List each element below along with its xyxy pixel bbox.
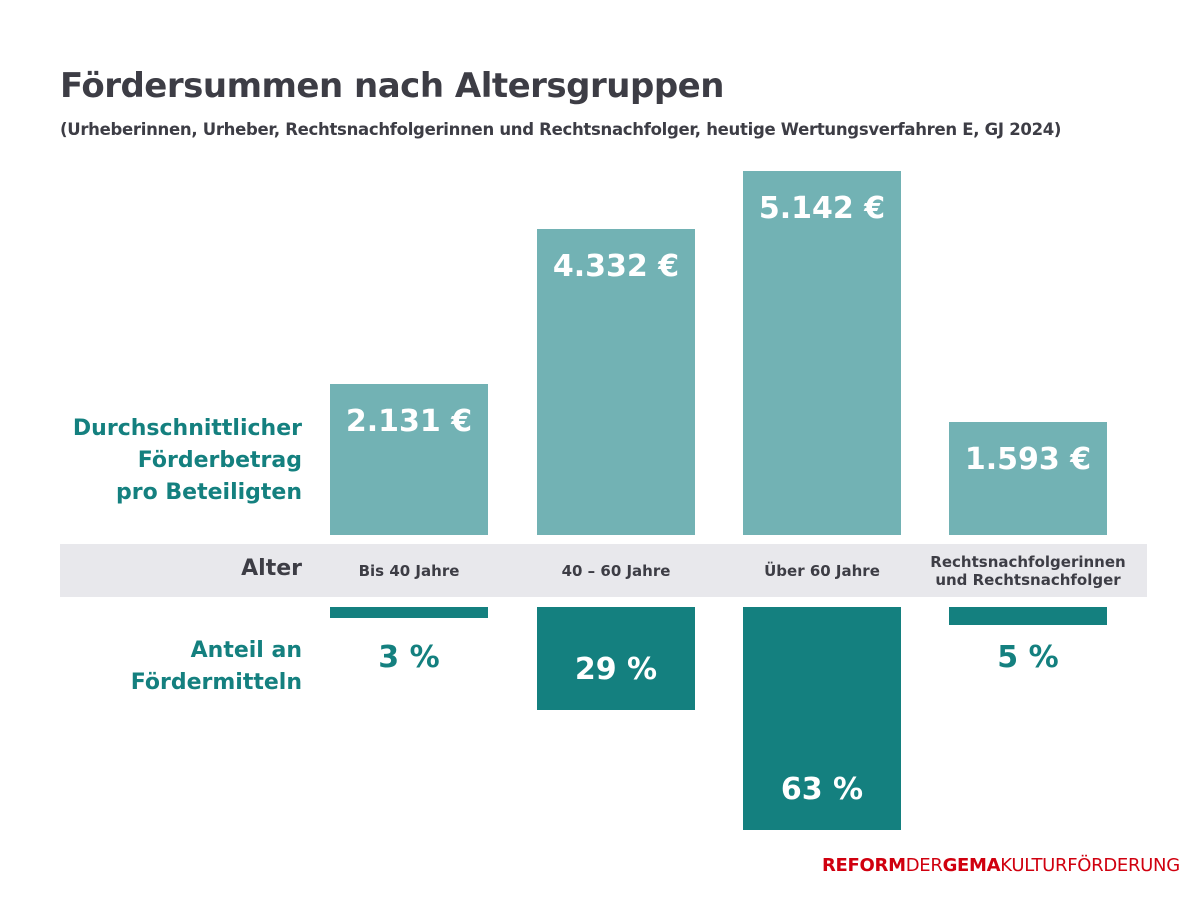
value-label-lower: 5 %: [997, 640, 1059, 675]
value-label-lower: 29 %: [574, 651, 658, 687]
category-label: Bis 40 Jahre: [309, 544, 509, 597]
bar-lower: [330, 607, 488, 618]
category-label-text: 40 – 60 Jahre: [562, 562, 671, 580]
category-label-text: Über 60 Jahre: [764, 562, 880, 580]
logo-part: DER: [905, 855, 943, 876]
logo: REFORMDERGEMAKULTURFÖRDERUNG: [822, 855, 1180, 876]
upper-row-label-line: Durchschnittlicher: [72, 416, 302, 441]
value-label-lower: 3 %: [378, 640, 440, 675]
category-label-text: Rechtsnachfolgerinnen und Rechtsnachfolge…: [930, 553, 1125, 589]
chart-subtitle: (Urheberinnen, Urheber, Rechtsnachfolger…: [60, 120, 1062, 139]
axis-label: Alter: [241, 556, 302, 581]
value-label-upper: 2.131 €: [345, 404, 473, 440]
bar-upper: [330, 384, 488, 535]
bar-upper: [743, 171, 901, 535]
bar-upper: [949, 422, 1107, 535]
upper-row-label-line: pro Beteiligten: [116, 480, 302, 505]
logo-part: KULTURFÖRDERUNG: [1000, 855, 1180, 876]
category-label: Rechtsnachfolgerinnen und Rechtsnachfolge…: [928, 544, 1128, 597]
chart-title: Fördersummen nach Altersgruppen: [60, 66, 724, 106]
bar-lower: [743, 607, 901, 831]
lower-row-label-line: Anteil an: [190, 638, 302, 663]
category-label-line: Über 60 Jahre: [764, 561, 880, 580]
bar-lower: [949, 607, 1107, 625]
category-label-text: Bis 40 Jahre: [359, 562, 460, 580]
bar-lower: [537, 607, 695, 710]
category-label-line: und Rechtsnachfolger: [935, 570, 1121, 589]
category-label-line: Bis 40 Jahre: [358, 561, 460, 580]
category-label-line: 40 – 60 Jahre: [561, 561, 671, 580]
category-band: [60, 544, 1147, 597]
lower-row-label: Anteil an Fördermitteln: [131, 635, 302, 699]
upper-row-label: Durchschnittlicher Förderbetrag pro Bete…: [73, 413, 302, 509]
lower-row-label-line: Fördermitteln: [130, 670, 302, 695]
value-label-upper: 5.142 €: [758, 191, 886, 227]
upper-row-label-line: Förderbetrag: [137, 448, 302, 473]
bar-upper: [537, 228, 695, 535]
category-label: Über 60 Jahre: [722, 544, 922, 597]
value-label-upper: 4.332 €: [552, 248, 680, 284]
logo-part: REFORM: [822, 855, 906, 876]
value-label-upper: 1.593 €: [964, 442, 1092, 478]
category-label: 40 – 60 Jahre: [516, 544, 716, 597]
logo-part: GEMA: [942, 855, 1001, 876]
category-label-line: Rechtsnachfolgerinnen: [930, 552, 1126, 571]
value-label-lower: 63 %: [780, 772, 864, 808]
